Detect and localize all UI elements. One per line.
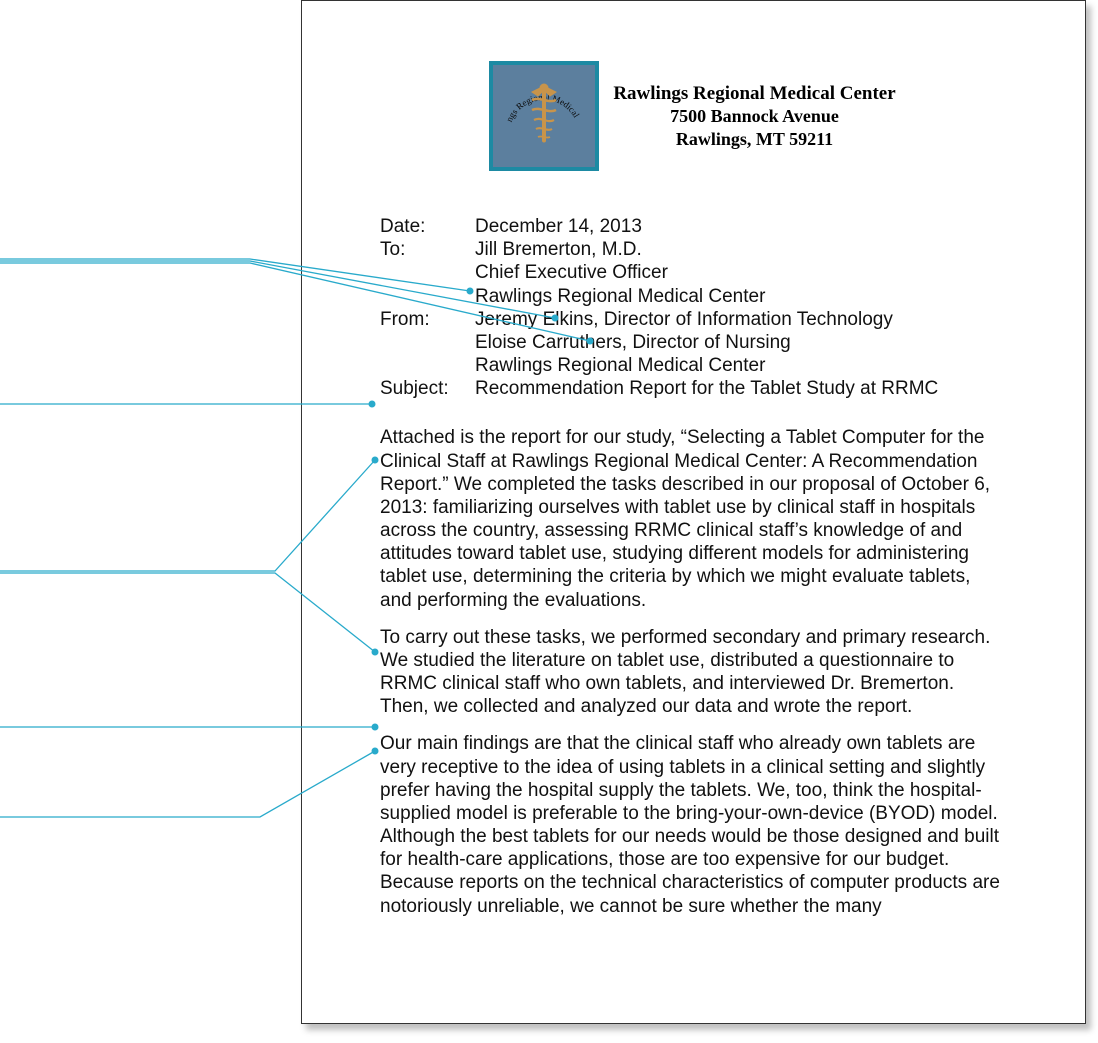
subject-label: Subject:: [380, 377, 475, 400]
org-address-2: Rawlings, MT 59211: [613, 128, 895, 151]
to-label: To:: [380, 238, 475, 261]
caduceus-icon: Rawlings Regional Medical Center: [494, 66, 594, 166]
body-paragraph-3: Our main findings are that the clinical …: [380, 732, 1005, 917]
memo-from-row: From: Jeremy Elkins, Director of Informa…: [380, 308, 1005, 331]
letterhead: Rawlings Regional Medical Center Rawling…: [380, 61, 1005, 171]
org-text-block: Rawlings Regional Medical Center 7500 Ba…: [613, 82, 895, 151]
to-line3: Rawlings Regional Medical Center: [475, 285, 1005, 308]
memo-subject-row: Subject: Recommendation Report for the T…: [380, 377, 1005, 400]
memo-header-fields: Date: December 14, 2013 To: Jill Bremert…: [380, 215, 1005, 400]
date-value: December 14, 2013: [475, 215, 1005, 238]
subject-value: Recommendation Report for the Tablet Stu…: [475, 377, 1005, 400]
memo-page: Rawlings Regional Medical Center Rawling…: [301, 0, 1086, 1024]
date-label: Date:: [380, 215, 475, 238]
memo-to-row: To: Jill Bremerton, M.D.: [380, 238, 1005, 261]
to-line2: Chief Executive Officer: [475, 261, 1005, 284]
from-value: Jeremy Elkins, Director of Information T…: [475, 308, 1005, 331]
body-paragraph-1: Attached is the report for our study, “S…: [380, 426, 1005, 611]
body-paragraph-2: To carry out these tasks, we performed s…: [380, 626, 1005, 719]
org-logo: Rawlings Regional Medical Center: [489, 61, 599, 171]
org-name: Rawlings Regional Medical Center: [613, 82, 895, 106]
from-line2: Eloise Carruthers, Director of Nursing: [475, 331, 1005, 354]
from-label: From:: [380, 308, 475, 331]
from-line3: Rawlings Regional Medical Center: [475, 354, 1005, 377]
org-address-1: 7500 Bannock Avenue: [613, 105, 895, 128]
to-value: Jill Bremerton, M.D.: [475, 238, 1005, 261]
memo-date-row: Date: December 14, 2013: [380, 215, 1005, 238]
